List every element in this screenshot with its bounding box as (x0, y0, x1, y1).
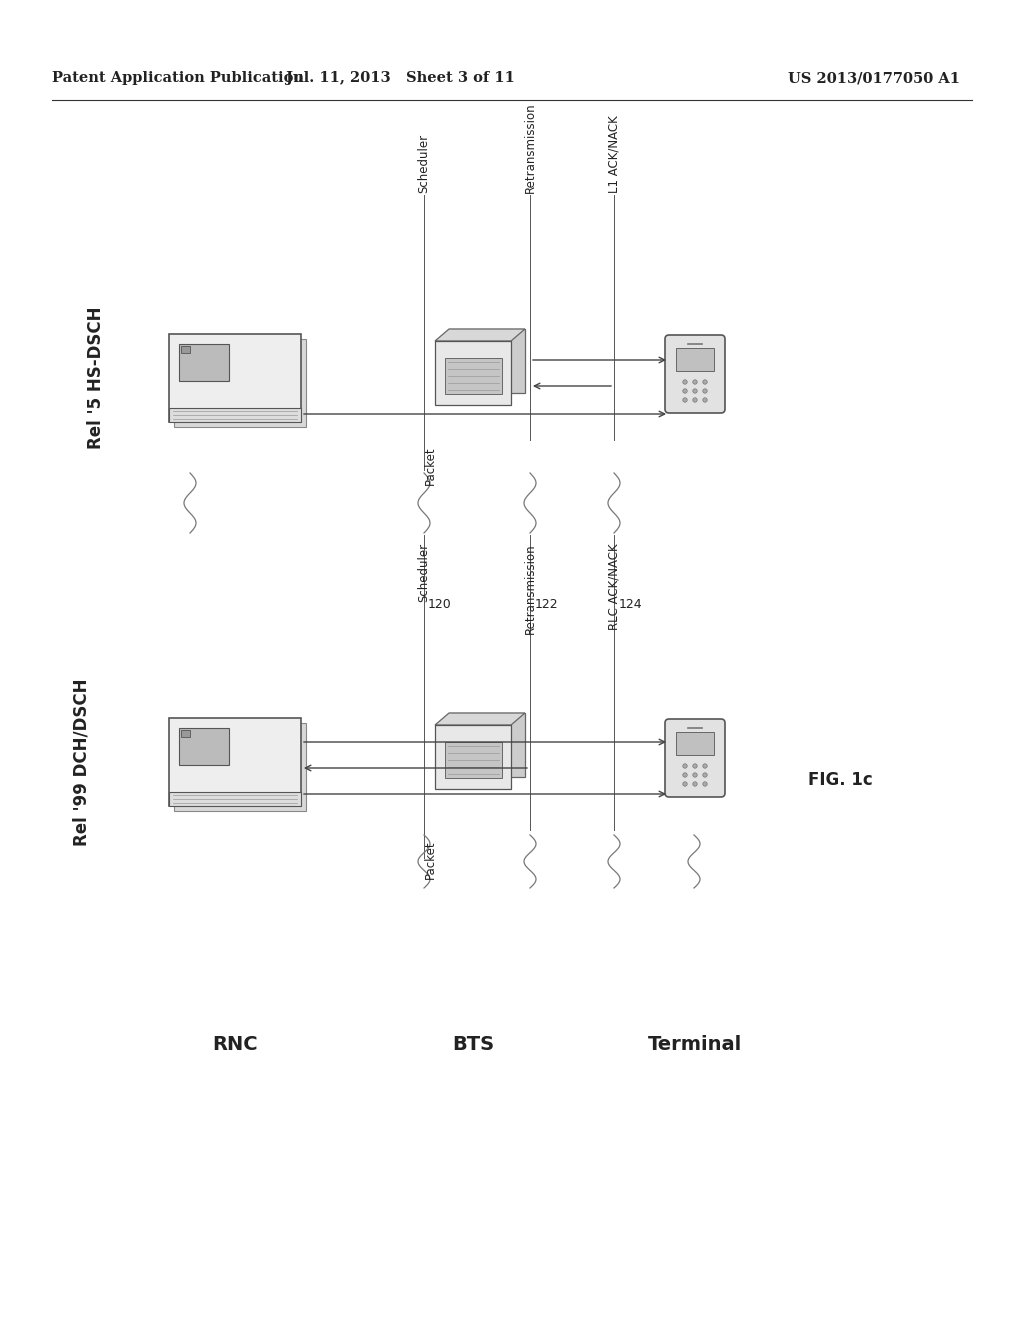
Circle shape (702, 781, 708, 787)
Bar (435, 341, 511, 405)
Text: 122: 122 (535, 598, 558, 611)
Bar (435, 725, 511, 789)
Circle shape (683, 389, 687, 393)
Circle shape (683, 772, 687, 777)
Text: US 2013/0177050 A1: US 2013/0177050 A1 (788, 71, 961, 84)
Circle shape (702, 772, 708, 777)
Polygon shape (435, 329, 525, 341)
Circle shape (702, 764, 708, 768)
Circle shape (683, 781, 687, 787)
Text: Packet: Packet (424, 446, 436, 484)
Circle shape (693, 781, 697, 787)
Circle shape (693, 380, 697, 384)
Bar (179, 729, 229, 766)
Bar (174, 339, 306, 426)
Text: Packet: Packet (424, 840, 436, 879)
Bar (169, 718, 301, 807)
Circle shape (693, 389, 697, 393)
Polygon shape (435, 713, 525, 725)
Text: Rel '99 DCH/DSCH: Rel '99 DCH/DSCH (73, 678, 91, 846)
Text: RNC: RNC (212, 1035, 258, 1055)
Circle shape (683, 764, 687, 768)
Text: Scheduler: Scheduler (418, 543, 430, 602)
Text: Jul. 11, 2013   Sheet 3 of 11: Jul. 11, 2013 Sheet 3 of 11 (286, 71, 514, 84)
Text: FIG. 1c: FIG. 1c (808, 771, 872, 789)
Circle shape (702, 389, 708, 393)
Bar (181, 730, 190, 737)
Bar (179, 345, 229, 381)
FancyBboxPatch shape (665, 335, 725, 413)
Text: RLC ACK/NACK: RLC ACK/NACK (607, 543, 621, 630)
Circle shape (693, 772, 697, 777)
Text: Retransmission: Retransmission (523, 543, 537, 634)
Bar (676, 733, 714, 755)
Text: BTS: BTS (452, 1035, 494, 1055)
Bar (169, 334, 301, 422)
Text: 120: 120 (428, 598, 452, 611)
Bar (169, 408, 301, 422)
Text: Terminal: Terminal (648, 1035, 742, 1055)
Bar (444, 742, 502, 777)
Text: Retransmission: Retransmission (523, 103, 537, 193)
Bar (449, 329, 525, 393)
Circle shape (702, 380, 708, 384)
Text: 124: 124 (618, 598, 642, 611)
Circle shape (693, 764, 697, 768)
Text: Patent Application Publication: Patent Application Publication (52, 71, 304, 84)
Text: Scheduler: Scheduler (418, 133, 430, 193)
FancyBboxPatch shape (665, 719, 725, 797)
Circle shape (683, 397, 687, 403)
Circle shape (693, 397, 697, 403)
Circle shape (702, 397, 708, 403)
Circle shape (683, 380, 687, 384)
Bar (174, 723, 306, 810)
Text: Rel '5 HS-DSCH: Rel '5 HS-DSCH (87, 306, 105, 449)
Bar (169, 792, 301, 807)
Bar (676, 348, 714, 371)
Bar (444, 359, 502, 393)
Bar (449, 713, 525, 777)
Bar (181, 346, 190, 352)
Text: L1 ACK/NACK: L1 ACK/NACK (607, 115, 621, 193)
